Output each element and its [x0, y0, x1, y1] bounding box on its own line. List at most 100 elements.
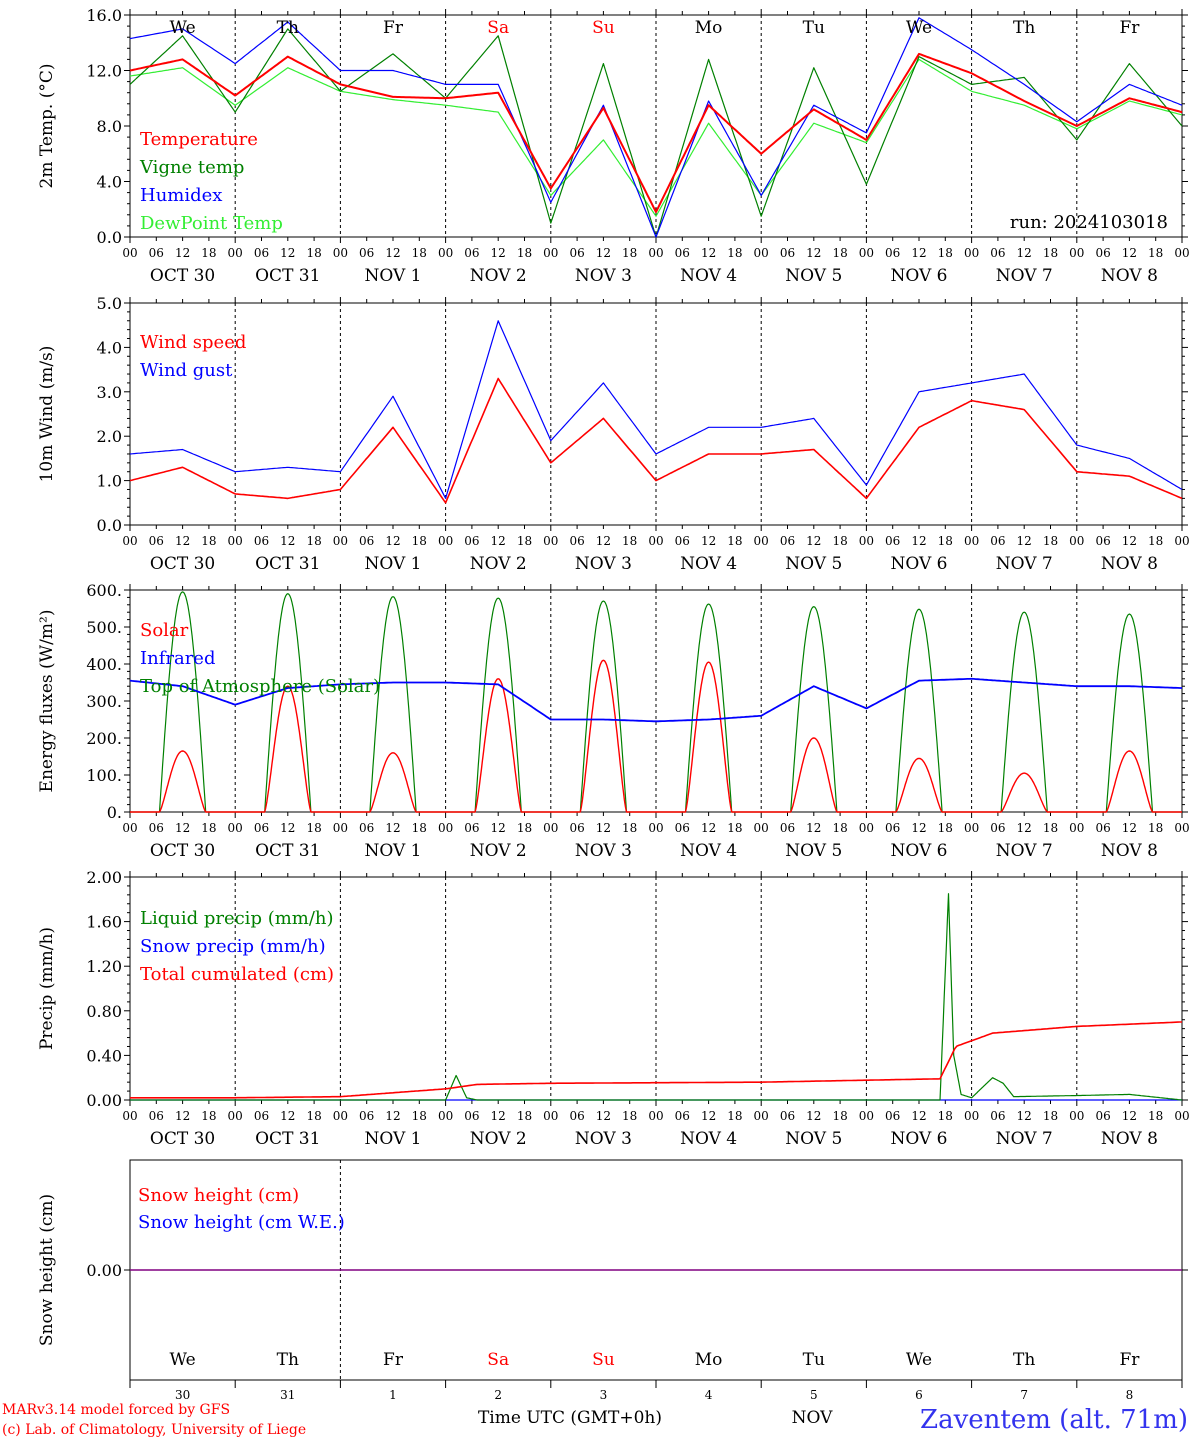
energy-y-tick-label: 400.	[86, 655, 122, 674]
infrared-line	[129, 677, 1182, 723]
precip-hour-label: 18	[1148, 1109, 1163, 1123]
wind-hour-label: 00	[859, 534, 874, 548]
energy-hour-label: 06	[780, 821, 795, 835]
temp-hour-label: 18	[938, 246, 953, 260]
temp-day-of-week: Sa	[487, 18, 509, 38]
energy-date-label: NOV 4	[680, 841, 737, 861]
precip-hour-label: 06	[885, 1109, 900, 1123]
wind-date-label: NOV 3	[575, 554, 632, 574]
wind-hour-label: 12	[1017, 534, 1032, 548]
wind-hour-label: 18	[412, 534, 427, 548]
precip-hour-label: 12	[806, 1109, 821, 1123]
precip-hour-label: 12	[175, 1109, 190, 1123]
precip-hour-label: 12	[385, 1109, 400, 1123]
precip-hour-label: 06	[254, 1109, 269, 1123]
precip-hour-label: 06	[1095, 1109, 1110, 1123]
energy-hour-label: 00	[543, 821, 558, 835]
wind-hour-label: 18	[727, 534, 742, 548]
energy-hour-label: 18	[306, 821, 321, 835]
footer-lab: (c) Lab. of Climatology, University of L…	[2, 1422, 306, 1438]
energy-date-label: NOV 8	[1101, 841, 1158, 861]
energy-hour-label: 12	[596, 821, 611, 835]
wind-hour-label: 12	[175, 534, 190, 548]
precip-date-label: OCT 31	[255, 1129, 320, 1149]
energy-hour-label: 12	[385, 821, 400, 835]
energy-hour-label: 18	[622, 821, 637, 835]
precip-date-label: NOV 8	[1101, 1129, 1158, 1149]
precip-hour-label: 12	[491, 1109, 506, 1123]
wind-hour-label: 00	[1069, 534, 1084, 548]
energy-hour-label: 18	[938, 821, 953, 835]
energy-hour-label: 06	[990, 821, 1005, 835]
solar-line	[130, 659, 1182, 813]
precip-hour-label: 00	[333, 1109, 348, 1123]
wind-hour-label: 18	[832, 534, 847, 548]
wind-hour-label: 12	[1122, 534, 1137, 548]
precip-y-tick-label: 2.00	[86, 868, 122, 887]
temp-hour-label: 18	[201, 246, 216, 260]
wind-hour-label: 06	[359, 534, 374, 548]
wind-hour-label: 06	[1095, 534, 1110, 548]
wind-date-label: NOV 4	[680, 554, 737, 574]
precip-y-tick-label: 0.40	[86, 1046, 122, 1065]
temp-day-of-week: Su	[592, 18, 615, 38]
wind-hour-label: 06	[464, 534, 479, 548]
energy-hour-label: 06	[1095, 821, 1110, 835]
temp-legend-item: Humidex	[140, 185, 222, 206]
temp-hour-label: 18	[832, 246, 847, 260]
wind-hour-label: 18	[201, 534, 216, 548]
energy-hour-label: 12	[701, 821, 716, 835]
energy-date-label: NOV 1	[364, 841, 421, 861]
precip-hour-label: 18	[517, 1109, 532, 1123]
snow-day-number: 2	[494, 1388, 502, 1402]
footer-month: NOV	[792, 1408, 834, 1428]
temp-hour-label: 00	[333, 246, 348, 260]
temp-hour-label: 12	[911, 246, 926, 260]
wind-date-label: OCT 30	[150, 554, 215, 574]
temp-day-of-week: We	[170, 18, 196, 38]
precip-date-label: NOV 7	[996, 1129, 1053, 1149]
precip-y-axis-label: Precip (mm/h)	[37, 927, 57, 1050]
precip-hour-label: 12	[596, 1109, 611, 1123]
wind-hour-label: 06	[149, 534, 164, 548]
precip-hour-label: 18	[622, 1109, 637, 1123]
snow-day-of-week: Fr	[1119, 1350, 1140, 1370]
temp-hour-label: 18	[622, 246, 637, 260]
energy-hour-label: 12	[1122, 821, 1137, 835]
temp-hour-label: 06	[990, 246, 1005, 260]
energy-date-label: NOV 3	[575, 841, 632, 861]
energy-hour-label: 06	[359, 821, 374, 835]
temp-legend-item: Temperature	[140, 129, 258, 150]
wind-gust-line	[129, 320, 1183, 499]
wind-hour-label: 06	[254, 534, 269, 548]
energy-hour-label: 18	[832, 821, 847, 835]
snow-day-of-week: Sa	[487, 1350, 509, 1370]
energy-hour-label: 06	[675, 821, 690, 835]
snow-day-of-week: We	[170, 1350, 196, 1370]
precip-date-label: NOV 2	[470, 1129, 527, 1149]
run-label: run: 2024103018	[1010, 212, 1168, 233]
energy-date-label: OCT 31	[255, 841, 320, 861]
temp-hour-label: 00	[859, 246, 874, 260]
precip-y-tick-label: 0.00	[86, 1091, 122, 1110]
temp-hour-label: 18	[727, 246, 742, 260]
precip-hour-label: 00	[859, 1109, 874, 1123]
temp-date-label: NOV 8	[1101, 266, 1158, 286]
temp-date-label: NOV 6	[890, 266, 947, 286]
precip-hour-label: 18	[306, 1109, 321, 1123]
temp-y-tick-label: 16.0	[86, 6, 122, 25]
precip-hour-label: 06	[359, 1109, 374, 1123]
temp-day-of-week: Fr	[383, 18, 404, 38]
snow-day-of-week: Su	[592, 1350, 615, 1370]
energy-hour-label: 06	[885, 821, 900, 835]
energy-hour-label: 00	[438, 821, 453, 835]
precip-hour-label: 00	[754, 1109, 769, 1123]
temp-day-of-week: Fr	[1119, 18, 1140, 38]
wind-y-axis-label: 10m Wind (m/s)	[37, 346, 57, 483]
temp-hour-label: 12	[1017, 246, 1032, 260]
precip-hour-label: 18	[832, 1109, 847, 1123]
temp-hour-label: 00	[122, 246, 137, 260]
wind-y-tick-label: 2.0	[97, 427, 122, 446]
snow-day-number: 7	[1020, 1388, 1028, 1402]
